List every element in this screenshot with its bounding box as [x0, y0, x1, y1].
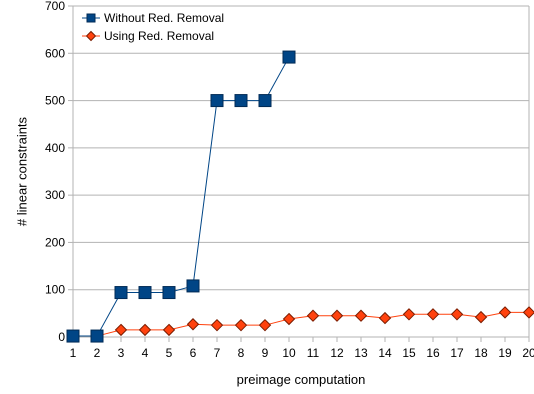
- y-tick-label: 700: [45, 0, 65, 13]
- series-layer: [66, 50, 534, 343]
- legend-label: Using Red. Removal: [104, 29, 214, 43]
- legend-marker: [86, 13, 96, 23]
- x-tick-label: 17: [450, 346, 464, 360]
- data-point: [354, 309, 368, 322]
- legend-marker: [85, 30, 97, 42]
- x-tick-label: 4: [142, 346, 149, 360]
- data-point: [306, 309, 320, 322]
- x-tick-label: 12: [330, 346, 344, 360]
- data-point: [282, 50, 296, 64]
- data-point: [90, 329, 104, 343]
- data-point: [258, 94, 272, 108]
- data-point: [162, 323, 176, 337]
- data-point: [498, 306, 512, 319]
- data-point: [402, 308, 416, 321]
- data-point: [474, 310, 488, 324]
- x-tick-label: 16: [426, 346, 440, 360]
- data-point: [210, 318, 224, 332]
- data-point: [258, 318, 272, 332]
- data-point: [330, 309, 344, 322]
- data-point: [66, 329, 80, 343]
- data-point: [450, 308, 464, 321]
- x-tick-label: 13: [354, 346, 368, 360]
- x-tick-label: 20: [522, 346, 534, 360]
- series-line: [73, 56, 290, 337]
- y-tick-label: 300: [45, 188, 65, 202]
- legend: Without Red. Removal Using Red. Removal: [82, 11, 224, 43]
- x-tick-label: 8: [238, 346, 245, 360]
- y-axis-title: # linear constraints: [14, 116, 29, 226]
- y-tick-label: 500: [45, 94, 65, 108]
- x-tick-label: 7: [214, 346, 221, 360]
- legend-entry: Using Red. Removal: [82, 29, 214, 43]
- x-axis-ticks: 1 2 3 4 5 6 7 8 9 10 11 12 13 14 15 16 17 18 19 20: [70, 346, 534, 360]
- x-tick-label: 15: [402, 346, 416, 360]
- x-tick-label: 3: [118, 346, 125, 360]
- data-point: [378, 311, 392, 325]
- y-tick-label: 200: [45, 235, 65, 249]
- data-point: [114, 323, 128, 337]
- x-tick-label: 19: [498, 346, 512, 360]
- x-tick-label: 14: [378, 346, 392, 360]
- data-point: [138, 286, 152, 300]
- data-point: [114, 286, 128, 300]
- y-tick-label: 600: [45, 46, 65, 60]
- series-1: [66, 50, 296, 343]
- x-tick-label: 5: [166, 346, 173, 360]
- x-tick-label: 11: [307, 346, 320, 360]
- legend-label: Without Red. Removal: [104, 11, 224, 25]
- data-point: [210, 94, 224, 108]
- x-tick-label: 9: [262, 346, 269, 360]
- data-point: [522, 306, 534, 319]
- data-point: [234, 318, 248, 332]
- y-tick-label: 0: [58, 330, 65, 344]
- data-point: [186, 318, 200, 331]
- data-point: [138, 323, 152, 337]
- data-point: [426, 308, 440, 321]
- data-point: [162, 286, 176, 300]
- x-tick-label: 2: [94, 346, 101, 360]
- x-axis-title: preimage computation: [237, 372, 366, 387]
- y-axis-ticks: 0 100 200 300 400 500 600 700: [45, 0, 65, 344]
- gridlines: [68, 5, 530, 342]
- x-tick-label: 10: [282, 346, 296, 360]
- data-point: [282, 312, 296, 326]
- x-tick-label: 18: [474, 346, 488, 360]
- series-2: [66, 306, 534, 343]
- x-tick-label: 6: [190, 346, 197, 360]
- data-point: [186, 279, 200, 293]
- x-tick-label: 1: [70, 346, 77, 360]
- legend-entry: Without Red. Removal: [82, 11, 224, 25]
- y-tick-label: 400: [45, 141, 65, 155]
- data-point: [234, 94, 248, 108]
- y-tick-label: 100: [45, 283, 65, 297]
